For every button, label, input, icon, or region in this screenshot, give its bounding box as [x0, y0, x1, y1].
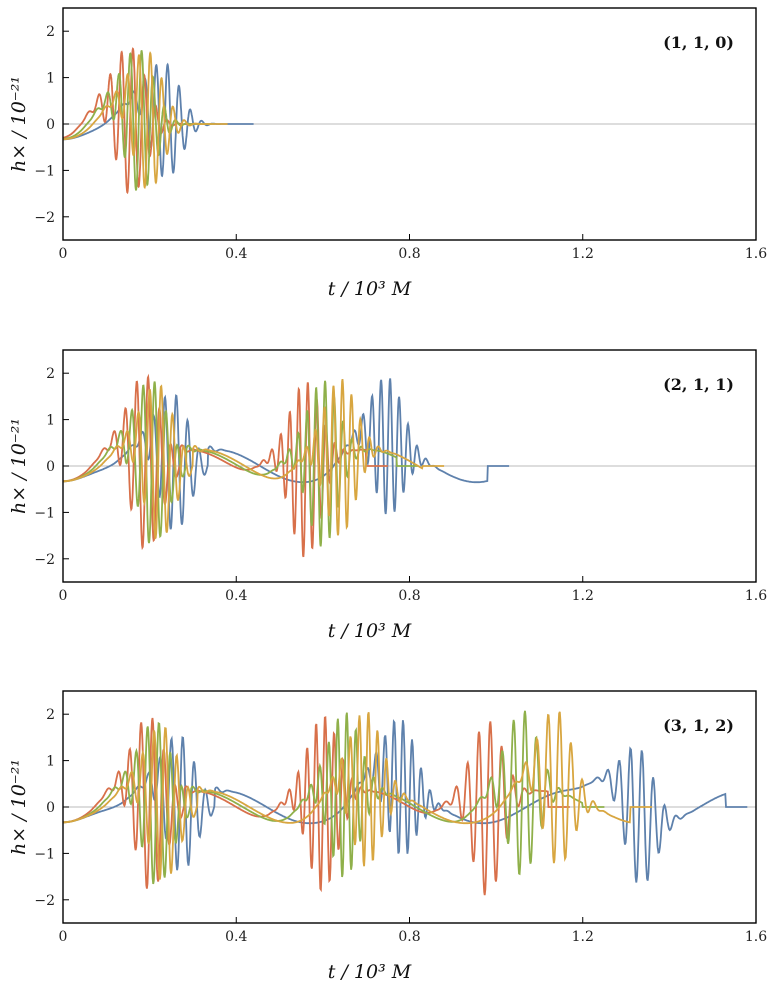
- y-tick-label: −2: [34, 893, 55, 909]
- x-axis-title: t / 10³ M: [328, 961, 412, 983]
- y-axis-title: h× / 10⁻²¹: [8, 418, 30, 514]
- series-line-2: [63, 716, 570, 896]
- x-tick-label: 1.6: [745, 929, 767, 945]
- y-tick-label: 1: [46, 413, 55, 429]
- series-line-4: [63, 51, 228, 190]
- panel-label: (3, 1, 2): [663, 716, 734, 735]
- x-tick-label: 1.6: [745, 588, 767, 604]
- panel-label: (2, 1, 1): [663, 375, 734, 394]
- x-tick-label: 1.2: [572, 246, 594, 262]
- series-line-1: [63, 718, 748, 883]
- y-tick-label: 0: [46, 117, 55, 133]
- y-tick-label: 2: [46, 707, 55, 723]
- panel-label: (1, 1, 0): [663, 33, 734, 52]
- series-line-4: [63, 711, 652, 880]
- x-tick-label: 0: [59, 929, 68, 945]
- y-tick-label: −2: [34, 552, 55, 568]
- y-axis-title: h× / 10⁻²¹: [8, 76, 30, 172]
- x-tick-label: 0: [59, 588, 68, 604]
- y-tick-label: −1: [34, 846, 55, 862]
- chart-panel-2: 0 0.4 0.8 1.2 1.6 −2 −1 0 1 2 t / 10³ M h× / 10⁻²¹ (…: [8, 349, 767, 642]
- y-tick-label: 1: [46, 71, 55, 87]
- chart-panel-1: 0 0.4 0.8 1.2 1.6 −2 −1 0 1 2 t / 10³ M h× / 10⁻²¹ (…: [8, 7, 767, 300]
- chart-panel-3: 0 0.4 0.8 1.2 1.6 −2 −1 0 1 2 t / 10³ M h× / 10⁻²¹ (…: [8, 690, 767, 983]
- x-tick-label: 0.4: [225, 929, 247, 945]
- x-axis-title: t / 10³ M: [328, 278, 412, 300]
- series-line-3: [63, 710, 605, 885]
- x-tick-label: 0: [59, 246, 68, 262]
- x-tick-label: 1.2: [572, 588, 594, 604]
- y-tick-label: −2: [34, 210, 55, 226]
- series-line-3: [63, 50, 215, 191]
- y-tick-label: 0: [46, 800, 55, 816]
- y-tick-label: −1: [34, 163, 55, 179]
- x-tick-label: 0.8: [398, 246, 420, 262]
- x-tick-label: 0.4: [225, 588, 247, 604]
- y-tick-label: 1: [46, 754, 55, 770]
- y-tick-label: 0: [46, 459, 55, 475]
- x-tick-label: 0.4: [225, 246, 247, 262]
- x-tick-label: 0.8: [398, 588, 420, 604]
- x-tick-label: 1.2: [572, 929, 594, 945]
- x-tick-label: 1.6: [745, 246, 767, 262]
- y-axis-title: h× / 10⁻²¹: [8, 759, 30, 855]
- y-tick-label: 2: [46, 24, 55, 40]
- series-line-4: [63, 378, 445, 540]
- y-tick-label: 2: [46, 366, 55, 382]
- x-axis-title: t / 10³ M: [328, 620, 412, 642]
- x-tick-label: 0.8: [398, 929, 420, 945]
- y-tick-label: −1: [34, 505, 55, 521]
